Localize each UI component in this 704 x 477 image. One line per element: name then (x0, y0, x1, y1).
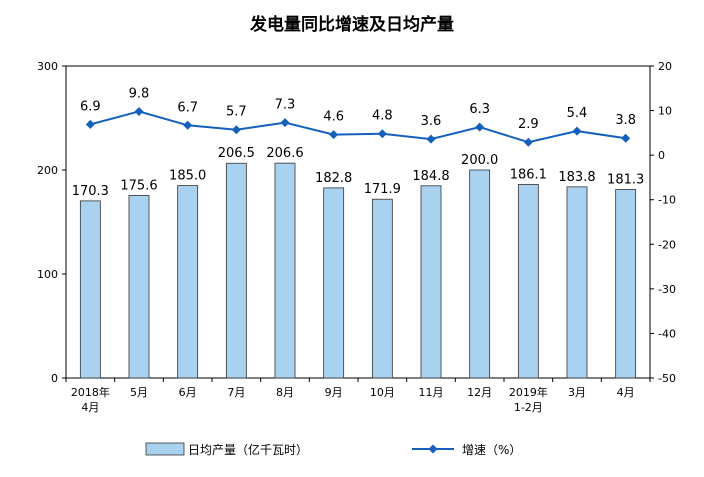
bar (615, 189, 637, 379)
x-axis-tick-label: 11月 (419, 386, 444, 399)
right-axis-tick-label: -10 (658, 194, 676, 207)
bar (274, 162, 296, 379)
left-axis-tick-label: 100 (37, 268, 58, 281)
line-data-label: 6.9 (80, 99, 101, 114)
line-point (475, 122, 485, 132)
bar-data-label: 183.8 (558, 170, 595, 185)
x-axis-tick-label: 12月 (467, 386, 492, 399)
line-data-label: 2.9 (518, 117, 539, 132)
right-axis-tick-label: -50 (658, 372, 676, 385)
bar-data-label: 170.3 (72, 184, 109, 199)
bar (225, 162, 247, 379)
x-axis-tick-label: 4月 (81, 401, 99, 414)
right-axis-tick-label: -30 (658, 283, 676, 296)
bar-data-label: 182.8 (315, 171, 352, 186)
bar-data-label: 185.0 (169, 169, 206, 184)
x-axis-tick-label: 5月 (130, 386, 148, 399)
line-data-label: 5.4 (567, 106, 588, 121)
right-axis-tick-label: -40 (658, 327, 676, 340)
x-axis-tick-label: 2018年 (71, 385, 110, 399)
line-point (377, 129, 387, 139)
line-point (134, 106, 144, 116)
left-axis-tick-label: 200 (37, 164, 58, 177)
bar (469, 169, 491, 379)
legend-bar-swatch (145, 442, 185, 456)
x-axis-tick-label: 7月 (227, 386, 245, 399)
bar-data-label: 181.3 (607, 172, 644, 187)
x-axis-tick-label: 9月 (325, 386, 343, 399)
bar (517, 184, 539, 379)
left-axis-tick-label: 0 (51, 372, 58, 385)
chart-title: 发电量同比增速及日均产量 (250, 15, 454, 35)
right-axis-tick-label: 20 (658, 60, 672, 73)
legend-line-marker (428, 444, 438, 454)
line-point (85, 119, 95, 129)
line-data-label: 4.8 (372, 109, 393, 124)
x-axis-tick-label: 3月 (568, 386, 586, 399)
plot-frame (65, 65, 651, 379)
bar-data-label: 184.8 (412, 169, 449, 184)
legend-bar-label: 日均产量（亿千瓦时） (188, 442, 308, 457)
left-axis-tick-label: 300 (37, 60, 58, 73)
line-point (572, 126, 582, 136)
line-point (183, 120, 193, 130)
legend-line-label: 增速（%） (462, 443, 521, 457)
x-axis-tick-label: 1-2月 (514, 401, 543, 414)
right-axis-tick-label: 0 (658, 149, 665, 162)
line-data-label: 5.7 (226, 105, 247, 120)
line-data-label: 9.8 (129, 86, 150, 101)
bar-data-label: 206.6 (266, 146, 303, 161)
line-data-label: 3.6 (421, 114, 442, 129)
bar-data-label: 186.1 (510, 167, 547, 182)
line-point (621, 133, 631, 143)
line-point (426, 134, 436, 144)
bar (420, 185, 442, 379)
bar (323, 187, 345, 379)
line-point (280, 118, 290, 128)
right-axis-tick-label: -20 (658, 238, 676, 251)
line-data-label: 6.7 (177, 100, 198, 115)
bar-data-label: 200.0 (461, 153, 498, 168)
line-data-label: 3.8 (615, 113, 636, 128)
line-data-label: 7.3 (275, 98, 296, 113)
right-axis-tick-label: 10 (658, 105, 672, 118)
line-data-label: 6.3 (469, 102, 490, 117)
bar (79, 200, 101, 379)
x-axis-tick-label: 6月 (179, 386, 197, 399)
line-point (231, 125, 241, 135)
bar (128, 194, 150, 379)
growth-line (90, 110, 626, 144)
bar-data-label: 171.9 (364, 182, 401, 197)
line-point (329, 130, 339, 140)
bar-data-label: 175.6 (120, 178, 157, 193)
x-axis-tick-label: 10月 (370, 386, 395, 399)
x-axis-tick-label: 8月 (276, 386, 294, 399)
bar (371, 198, 393, 379)
x-axis-tick-label: 2019年 (509, 385, 548, 399)
bar-data-label: 206.5 (218, 146, 255, 161)
bar (177, 185, 199, 379)
line-point (523, 137, 533, 147)
x-axis-tick-label: 4月 (617, 386, 635, 399)
legend: 日均产量（亿千瓦时） 增速（%） (145, 442, 521, 457)
bar (566, 186, 588, 379)
line-data-label: 4.6 (323, 110, 344, 125)
